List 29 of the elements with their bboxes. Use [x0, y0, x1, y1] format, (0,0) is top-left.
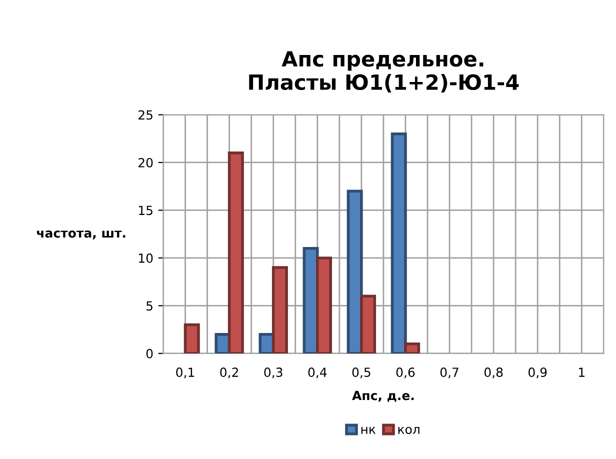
x-tick-label: 0,6	[396, 368, 415, 378]
x-tick-label: 0,7	[440, 368, 458, 378]
x-axis-title: Апс, д.е.	[352, 390, 414, 402]
bar	[272, 266, 288, 354]
y-tick-label: 15	[138, 206, 152, 216]
legend-label: кол	[398, 426, 420, 434]
bar	[228, 152, 244, 354]
legend-label: нк	[361, 427, 376, 434]
bar	[184, 323, 200, 354]
x-tick-label: 0,5	[352, 368, 370, 378]
x-tick-label: 0,1	[176, 368, 194, 378]
x-tick-label: 0,8	[484, 368, 503, 378]
bar	[404, 342, 420, 354]
x-tick-label: 0,9	[528, 368, 547, 378]
bar	[360, 294, 376, 354]
x-tick-label: 0,4	[308, 368, 327, 378]
y-tick-label: 25	[138, 110, 152, 120]
y-tick-label: 5	[146, 301, 152, 311]
bar	[390, 132, 407, 354]
bar	[346, 190, 363, 354]
y-tick-label: 10	[138, 253, 153, 263]
y-axis-title: частота, шт.	[37, 230, 126, 240]
x-tick-label: 0,2	[220, 368, 238, 378]
y-tick-label: 20	[138, 158, 153, 168]
chart-title: Апс предельное. Пласты Ю1(1+2)-Ю1-4	[249, 51, 519, 92]
y-tick-label: 0	[146, 348, 153, 358]
bar	[316, 256, 332, 354]
x-tick-label: 1	[579, 368, 584, 377]
x-tick-label: 0,3	[264, 368, 282, 378]
